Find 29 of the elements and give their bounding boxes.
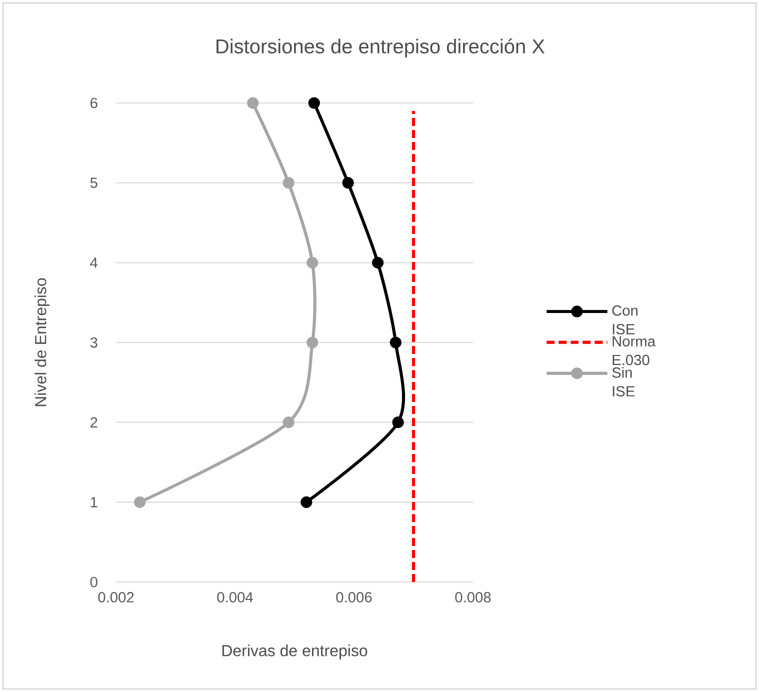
- point: [134, 496, 146, 508]
- point: [282, 416, 294, 428]
- y-tick-label: 6: [90, 98, 98, 108]
- point: [372, 256, 384, 268]
- point: [308, 97, 320, 109]
- y-axis-title: Nivel de Entrepiso: [34, 278, 50, 406]
- y-tick-label: 1: [90, 497, 98, 508]
- y-tick-label: 3: [90, 337, 98, 348]
- chart-title: Distorsiones de entrepiso dirección X: [216, 38, 545, 58]
- point: [306, 256, 318, 268]
- legend-label: Con ISE: [612, 305, 638, 334]
- y-tick-label: 0: [90, 576, 98, 588]
- x-tick-label: 0.006: [336, 592, 372, 602]
- x-axis-title: Derivas de entrepiso: [222, 644, 368, 660]
- legend-label: Norma E.030: [612, 336, 656, 366]
- y-tick-label: 2: [90, 417, 98, 428]
- legend-label: Sin ISE: [612, 367, 635, 396]
- point: [306, 336, 318, 348]
- y-tick-label: 4: [90, 258, 98, 268]
- point: [282, 177, 294, 189]
- point: [300, 496, 312, 508]
- point: [342, 177, 354, 189]
- point: [390, 336, 402, 348]
- y-tick-label: 5: [90, 178, 98, 188]
- x-tick-label: 0.002: [98, 592, 134, 602]
- point: [247, 97, 259, 109]
- x-tick-label: 0.004: [217, 592, 253, 602]
- x-tick-label: 0.008: [455, 592, 491, 602]
- point: [392, 416, 404, 428]
